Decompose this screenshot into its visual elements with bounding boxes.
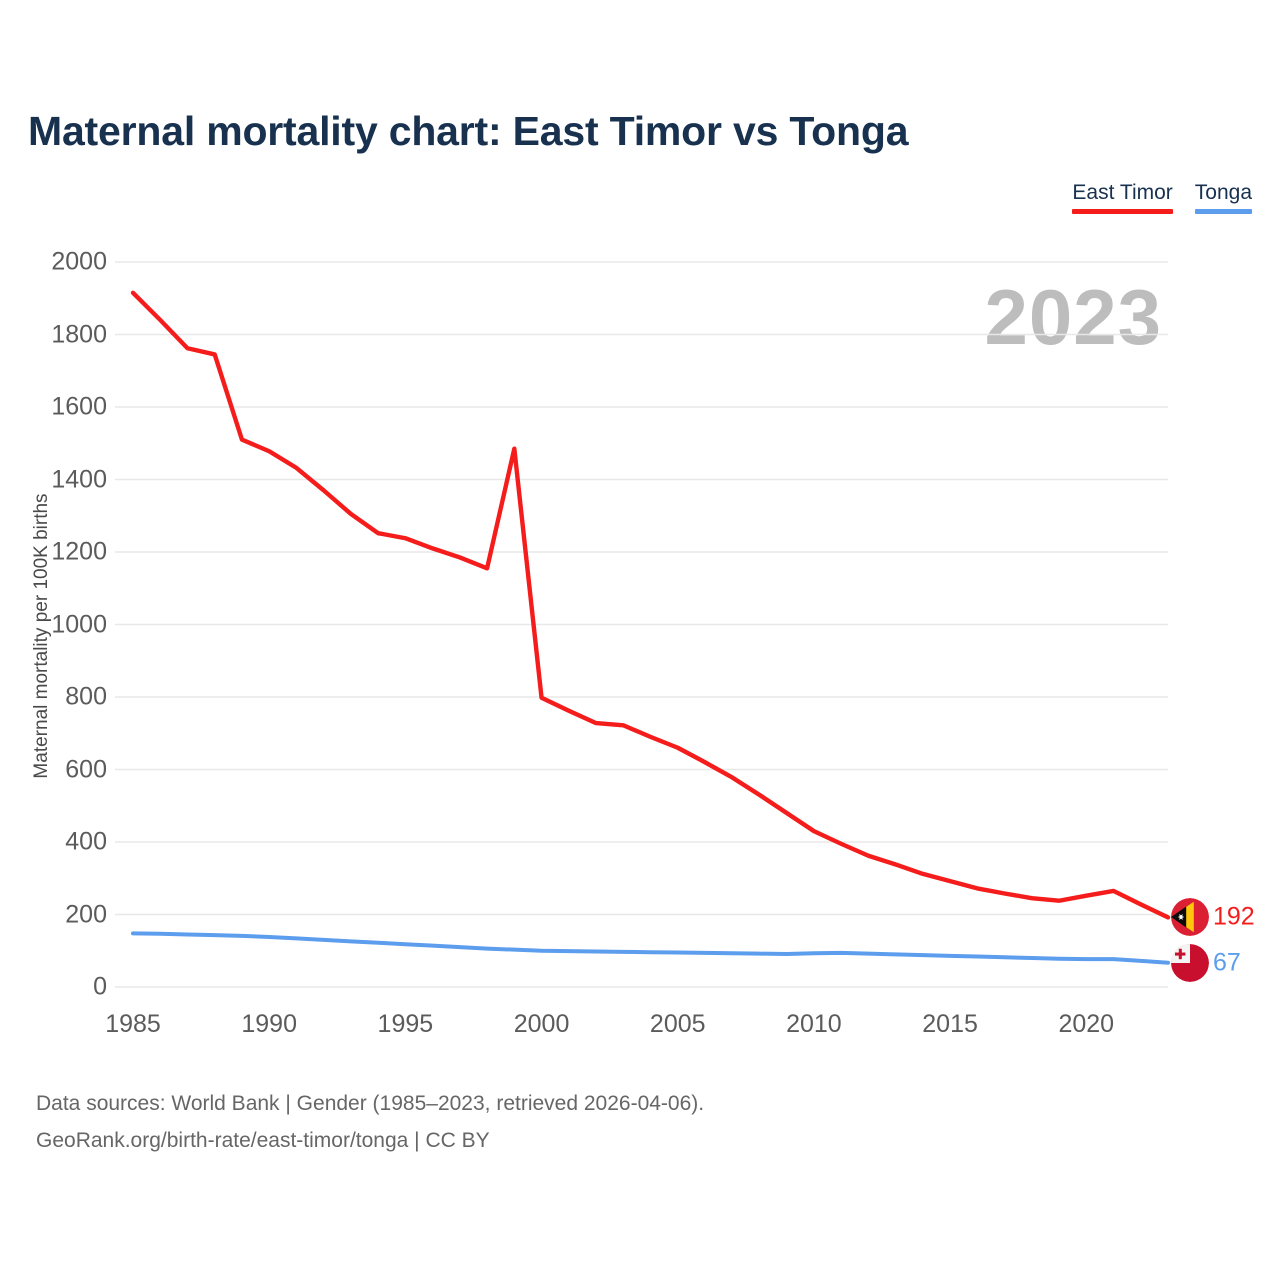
footer-line-1: Data sources: World Bank | Gender (1985–… xyxy=(36,1092,705,1115)
x-axis-tick: 2020 xyxy=(1058,1010,1115,1038)
legend-item-east-timor[interactable]: East Timor xyxy=(1072,181,1173,215)
y-axis-tick: 400 xyxy=(65,827,107,856)
east-timor-flag-icon xyxy=(1171,898,1209,937)
year-watermark: 2023 xyxy=(984,273,1162,361)
end-value-tonga: 67 xyxy=(1213,948,1241,977)
series-line-east-timor xyxy=(130,290,1171,920)
x-axis-tick: 2015 xyxy=(922,1010,978,1038)
y-axis-tick: 1200 xyxy=(51,537,107,566)
chart-footer: Data sources: World Bank | Gender (1985–… xyxy=(36,1086,704,1160)
x-axis-tick: 1995 xyxy=(377,1010,434,1038)
legend-label-tonga: Tonga xyxy=(1194,181,1252,204)
legend-swatch-east-timor xyxy=(1072,209,1173,215)
x-axis-tick: 1990 xyxy=(241,1010,297,1038)
series-line-tonga xyxy=(131,931,1170,965)
y-axis-tick: 1600 xyxy=(51,392,107,421)
legend-swatch-tonga xyxy=(1194,209,1252,215)
legend-item-tonga[interactable]: Tonga xyxy=(1194,181,1252,215)
y-axis-tick: 0 xyxy=(93,972,107,1001)
y-axis-tick: 1400 xyxy=(51,465,107,493)
y-axis-tick: 2000 xyxy=(51,247,107,276)
footer-line-2: GeoRank.org/birth-rate/east-timor/tonga … xyxy=(36,1128,490,1152)
page-title: Maternal mortality chart: East Timor vs … xyxy=(28,108,909,154)
y-axis-tick: 1000 xyxy=(51,610,107,638)
end-value-east-timor: 192 xyxy=(1213,902,1255,931)
y-axis-tick: 200 xyxy=(65,900,107,928)
tonga-flag-icon xyxy=(1171,943,1209,982)
x-axis-tick: 2010 xyxy=(786,1010,842,1038)
x-axis-tick: 1985 xyxy=(105,1010,161,1038)
x-axis-tick: 2005 xyxy=(649,1010,706,1038)
y-axis-tick: 600 xyxy=(65,755,107,783)
y-axis-tick: 800 xyxy=(65,682,107,711)
chart-legend: East Timor Tonga xyxy=(1072,181,1252,215)
x-axis-tick: 2000 xyxy=(513,1010,570,1038)
y-axis-tick: 1800 xyxy=(51,320,107,348)
legend-label-east-timor: East Timor xyxy=(1072,181,1173,204)
